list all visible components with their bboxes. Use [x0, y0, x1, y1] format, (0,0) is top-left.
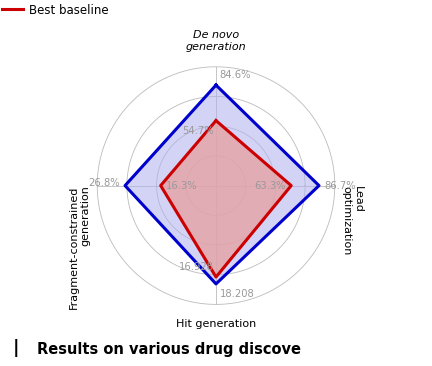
- Text: 63.3%: 63.3%: [255, 180, 286, 191]
- Text: Results on various drug discove: Results on various drug discove: [37, 342, 301, 357]
- Text: 54.7%: 54.7%: [182, 126, 213, 136]
- Text: Lead
optimization: Lead optimization: [342, 186, 363, 255]
- Polygon shape: [125, 85, 319, 284]
- Text: 18.208: 18.208: [220, 289, 254, 299]
- Text: 16.3%: 16.3%: [166, 180, 197, 191]
- Text: 84.6%: 84.6%: [220, 70, 251, 80]
- Text: 26.8%: 26.8%: [89, 178, 120, 188]
- Text: Fragment-constrained
generation: Fragment-constrained generation: [69, 186, 90, 309]
- Text: Hit generation: Hit generation: [176, 320, 256, 329]
- Polygon shape: [161, 121, 291, 277]
- Text: 86.7%: 86.7%: [324, 180, 356, 191]
- Legend: GenMol (ours), Best baseline: GenMol (ours), Best baseline: [0, 0, 117, 21]
- Text: |: |: [13, 339, 19, 357]
- Text: De novo
generation: De novo generation: [186, 30, 246, 52]
- Text: 16.928: 16.928: [178, 262, 213, 272]
